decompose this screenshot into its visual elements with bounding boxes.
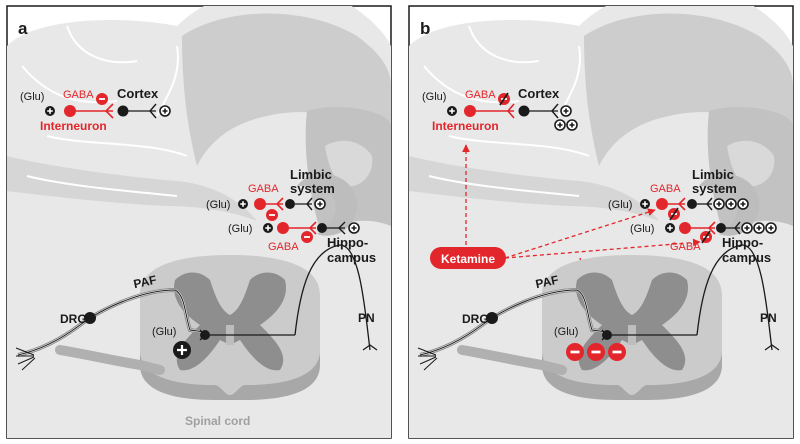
hippocampus-circuit: (Glu) GABA Hippo- campus — [228, 221, 376, 265]
hippo-output-plus-icon — [348, 222, 360, 234]
cortex-circuit-b: (Glu) GABA Cortex Interneuron — [422, 86, 578, 133]
hippo-glu-plus-icon — [262, 222, 274, 234]
hippocampus-circuit-b: (Glu) GABA Hippo- campus — [630, 221, 777, 265]
drg-ganglion — [84, 312, 96, 324]
cortex-label: Cortex — [117, 86, 159, 101]
pn-label-b: PN — [760, 311, 777, 325]
limbic-circuit-b: Limbic system GABA (Glu) — [608, 167, 749, 221]
ketamine-effects: Ketamine — [430, 144, 701, 331]
interneuron-soma — [64, 105, 76, 117]
hippo-label-2: campus — [327, 250, 376, 265]
glu-label-spinal-b: (Glu) — [554, 326, 578, 338]
glu-label-hippo: (Glu) — [228, 223, 252, 235]
cortex-circuit: (Glu) GABA Cortex Interneuron — [20, 86, 171, 133]
glu-label-cortex: (Glu) — [20, 91, 44, 103]
hippo-label-1: Hippo- — [327, 235, 368, 250]
hippo-label-2-b: campus — [722, 250, 771, 265]
glu-label-limbic-b: (Glu) — [608, 199, 632, 211]
blocked-minus-icon — [498, 92, 510, 106]
limbic-label-2-b: system — [692, 181, 737, 196]
limbic-label-2: system — [290, 181, 335, 196]
ketamine-badge — [430, 247, 506, 269]
ketamine-label: Ketamine — [441, 252, 495, 266]
hippo-minus-icon — [300, 230, 314, 244]
paf-label-b: PAF — [534, 273, 560, 291]
spinal-cord-label: Spinal cord — [185, 414, 250, 428]
panel-letter-a: a — [18, 19, 28, 38]
glu-label-cortex-b: (Glu) — [422, 91, 446, 103]
panel-a: a (Glu) GABA Cortex Interneuron Limbic s… — [6, 5, 392, 439]
panel-b: b (Glu) GABA Cortex Interneuron — [408, 5, 794, 439]
interneuron-label: Interneuron — [40, 119, 107, 133]
gaba-label-cortex-b: GABA — [465, 89, 496, 101]
drg-label-b: DRG — [462, 312, 489, 326]
cortex-output-plus-icon — [159, 105, 171, 117]
cortex-neuron-soma — [117, 105, 129, 117]
gaba-label-limbic: GABA — [248, 183, 279, 195]
glu-label-hippo-b: (Glu) — [630, 223, 654, 235]
limbic-label-1: Limbic — [290, 167, 332, 182]
cortex-label-b: Cortex — [518, 86, 560, 101]
spinal-cord-diagram: (Glu) PAF DRG PN Spinal cord — [15, 244, 378, 428]
interneuron-label-b: Interneuron — [432, 119, 499, 133]
gaba-label-limbic-b: GABA — [650, 183, 681, 195]
hippo-label-1-b: Hippo- — [722, 235, 763, 250]
paf-label: PAF — [132, 273, 158, 291]
drg-label: DRG — [60, 312, 87, 326]
limbic-glu-plus-icon — [237, 198, 249, 210]
spinal-cord-diagram-b: (Glu) PAF DRG PN — [417, 244, 780, 400]
glu-label-spinal: (Glu) — [152, 326, 176, 338]
limbic-minus-icon — [265, 208, 279, 222]
glu-label-limbic: (Glu) — [206, 199, 230, 211]
gaba-label-hippo: GABA — [268, 241, 299, 253]
pn-label: PN — [358, 311, 375, 325]
limbic-output-plus-icon — [314, 198, 326, 210]
gaba-label-cortex: GABA — [63, 89, 94, 101]
glu-plus-icon — [44, 105, 56, 117]
panel-letter-b: b — [420, 19, 430, 38]
limbic-circuit: Limbic system GABA (Glu) — [206, 167, 335, 222]
limbic-label-1-b: Limbic — [692, 167, 734, 182]
gaba-minus-icon — [95, 92, 109, 106]
